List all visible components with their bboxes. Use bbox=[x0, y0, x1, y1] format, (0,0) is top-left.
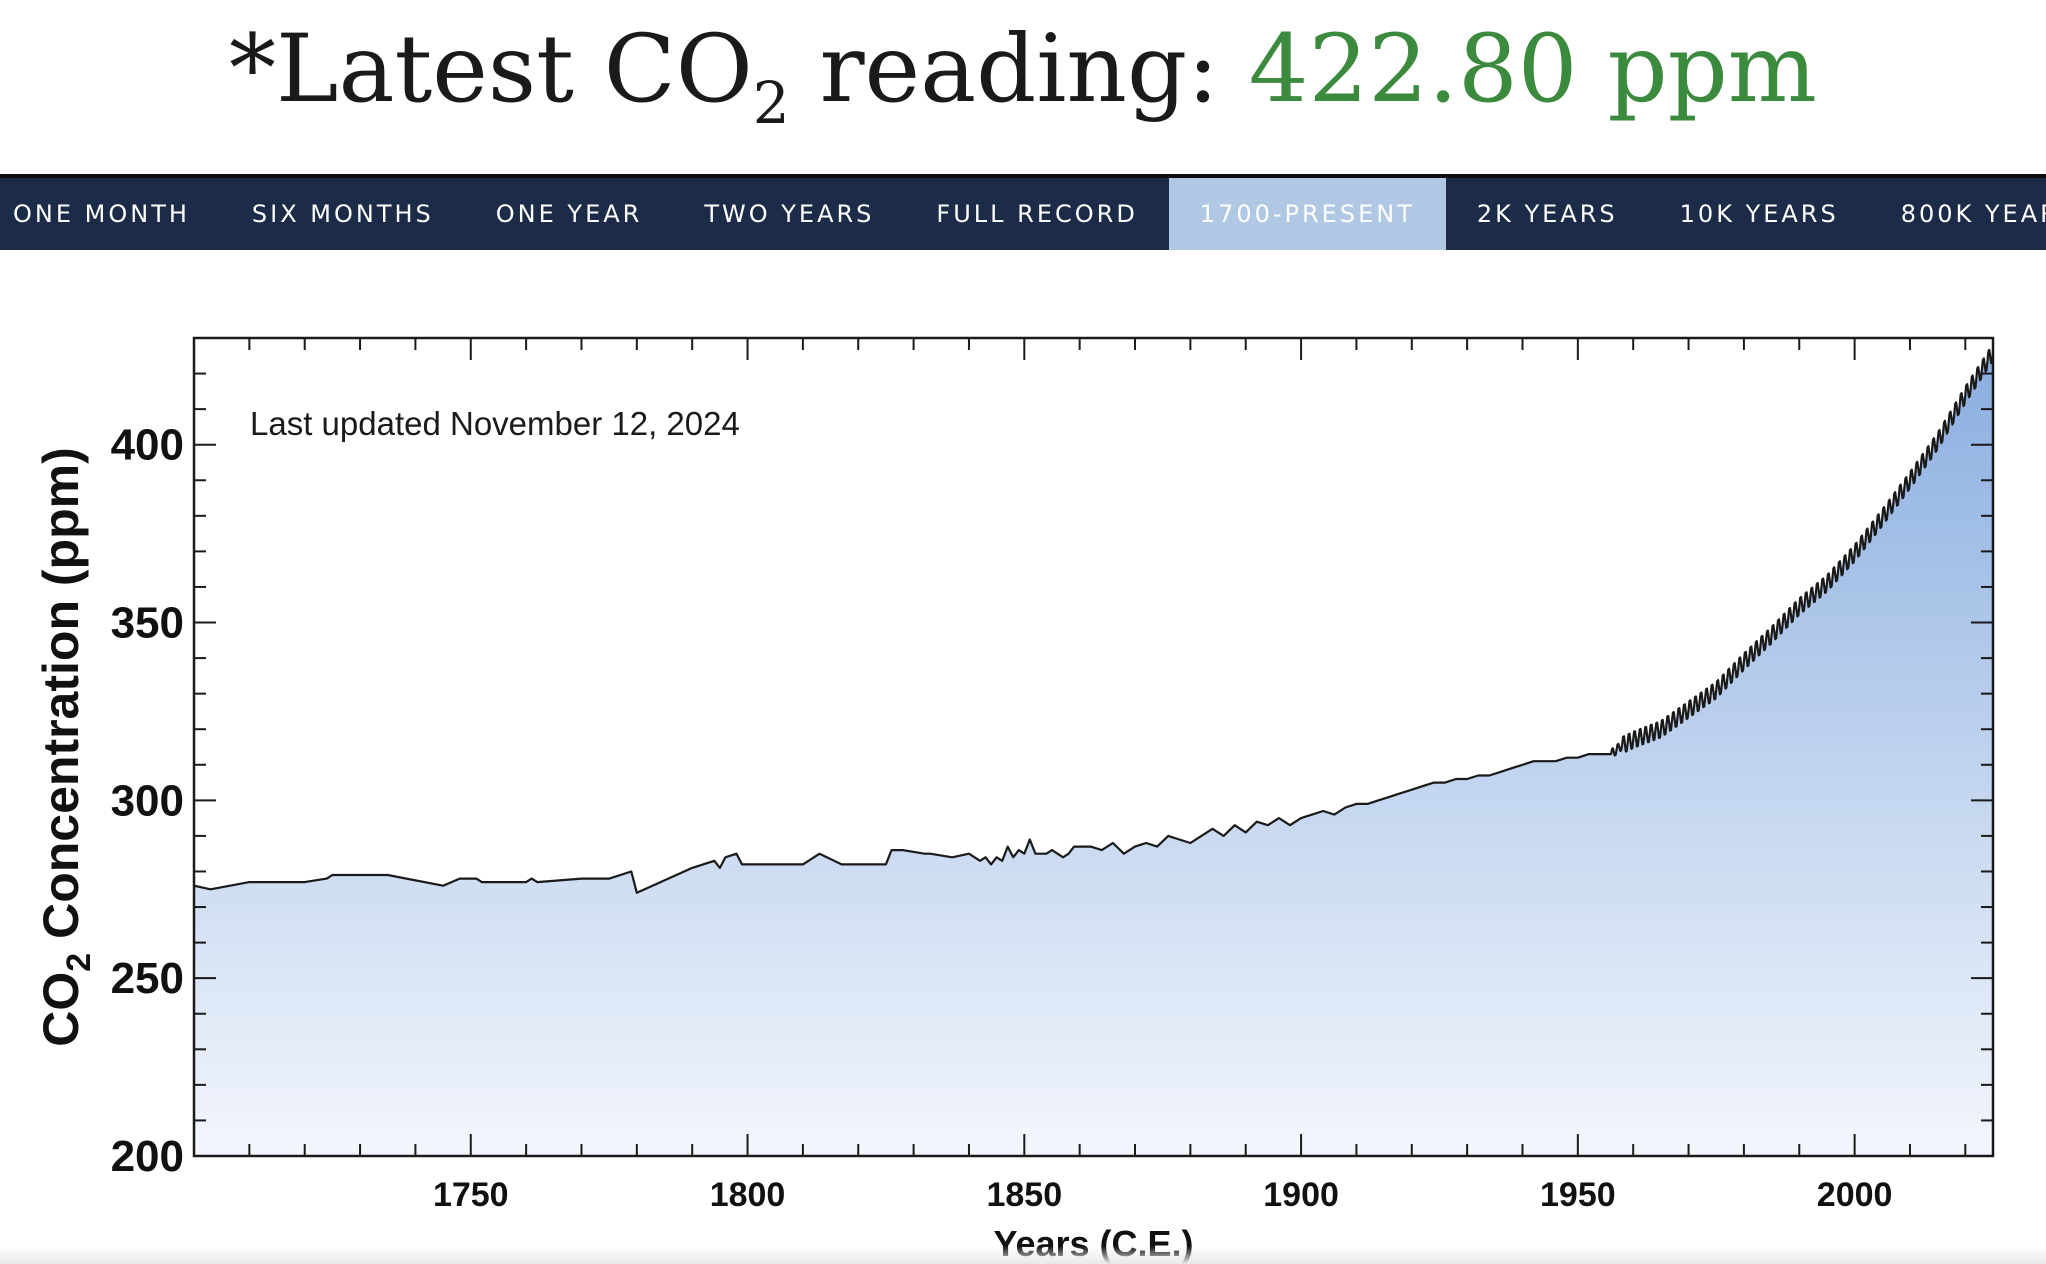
last-updated-annotation: Last updated November 12, 2024 bbox=[250, 405, 740, 442]
y-axis-label-subscript: 2 bbox=[60, 953, 98, 972]
tab-1700-present[interactable]: 1700-PRESENT bbox=[1168, 178, 1446, 250]
x-tick-label: 1950 bbox=[1540, 1176, 1616, 1214]
y-tick-label: 250 bbox=[111, 954, 184, 1003]
y-axis-label-prefix: CO bbox=[33, 972, 89, 1047]
bottom-fade bbox=[0, 1246, 2046, 1264]
tab-six-months[interactable]: SIX MONTHS bbox=[251, 200, 434, 228]
tab-one-month[interactable]: ONE MONTH bbox=[13, 200, 190, 228]
tab-full-record[interactable]: FULL RECORD bbox=[936, 200, 1138, 228]
tab-800k-years[interactable]: 800K YEARS bbox=[1900, 200, 2046, 228]
y-axis-label: CO2 Concentration (ppm) bbox=[33, 447, 98, 1046]
tab-two-years[interactable]: TWO YEARS bbox=[704, 200, 875, 228]
time-range-nav: ONE MONTH SIX MONTHS ONE YEAR TWO YEARS FULL… bbox=[0, 178, 2046, 250]
y-tick-label: 350 bbox=[111, 599, 184, 648]
x-tick-label: 1850 bbox=[986, 1176, 1062, 1214]
headline-subscript: 2 bbox=[752, 69, 790, 137]
latest-reading-value: 422.80 ppm bbox=[1248, 15, 1817, 124]
co2-chart: 1750 1800 1850 1900 1950 2000 200 250 300 350 400 Y… bbox=[0, 250, 2046, 1264]
y-tick-label: 300 bbox=[111, 776, 184, 825]
tab-one-year[interactable]: ONE YEAR bbox=[495, 200, 643, 228]
latest-reading-headline: *Latest CO2 reading: 422.80 ppm bbox=[0, 0, 2046, 176]
y-tick-label: 200 bbox=[111, 1132, 184, 1181]
headline-prefix: *Latest CO bbox=[229, 15, 753, 124]
x-tick-label: 1800 bbox=[710, 1176, 786, 1214]
plot-frame bbox=[192, 336, 1995, 1158]
nav-top-border bbox=[0, 174, 2046, 178]
co2-area-fill bbox=[194, 349, 1993, 1156]
x-tick-label: 2000 bbox=[1817, 1176, 1893, 1214]
co2-chart-svg: 1750 1800 1850 1900 1950 2000200250300350400Y… bbox=[33, 336, 1995, 1264]
headline-suffix: reading: bbox=[789, 15, 1249, 124]
tab-10k-years[interactable]: 10K YEARS bbox=[1679, 200, 1839, 228]
co2-series-line bbox=[193, 348, 1995, 894]
y-axis-label-suffix: Concentration (ppm) bbox=[33, 447, 89, 953]
x-tick-label: 1750 bbox=[433, 1176, 509, 1214]
tab-2k-years[interactable]: 2K YEARS bbox=[1476, 200, 1618, 228]
y-tick-label: 400 bbox=[111, 421, 184, 470]
x-tick-label: 1900 bbox=[1263, 1176, 1339, 1214]
